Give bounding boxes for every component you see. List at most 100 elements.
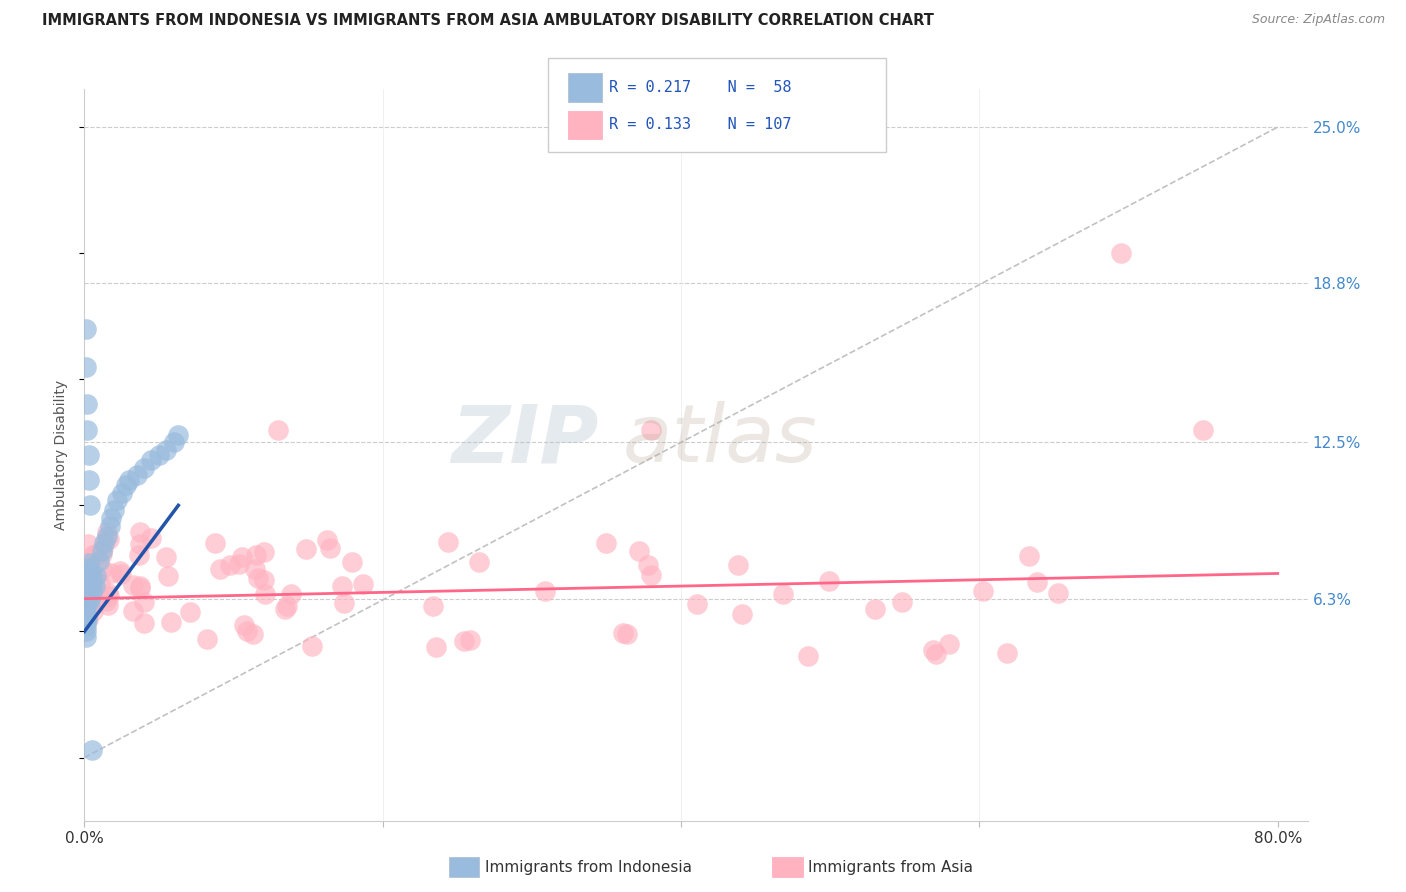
Point [89, 577, 111, 591]
Point [242, 627, 264, 641]
Point [772, 587, 794, 601]
Point [98, 589, 121, 603]
Point [76, 570, 98, 584]
Point [141, 531, 163, 545]
Point [83, 579, 105, 593]
Point [75, 615, 97, 629]
Point [76, 561, 98, 575]
Point [640, 568, 662, 582]
Point [79, 594, 101, 608]
Point [640, 423, 662, 437]
Text: atlas: atlas [623, 401, 817, 479]
Point [76, 397, 98, 411]
Point [995, 647, 1018, 661]
Text: R = 0.133    N = 107: R = 0.133 N = 107 [609, 118, 792, 132]
Point [76, 566, 98, 581]
Point [97, 586, 120, 600]
Point [79, 568, 101, 582]
Point [84, 547, 107, 561]
Point [891, 595, 914, 609]
Point [82, 549, 104, 563]
Point [75, 624, 97, 639]
Point [76, 579, 98, 593]
Point [128, 549, 150, 563]
Point [100, 511, 122, 525]
Point [627, 544, 650, 558]
Point [75, 587, 97, 601]
Point [352, 577, 374, 591]
Point [129, 525, 152, 540]
Point [595, 536, 617, 550]
Point [128, 581, 150, 595]
Point [79, 564, 101, 578]
Point [332, 596, 354, 610]
Point [115, 478, 138, 492]
Point [84, 569, 107, 583]
Point [79, 585, 101, 599]
Point [686, 597, 709, 611]
Point [167, 427, 190, 442]
Point [797, 648, 820, 663]
Point [129, 537, 152, 551]
Point [276, 599, 298, 613]
Point [76, 612, 98, 626]
Point [245, 549, 267, 563]
Point [80, 743, 103, 757]
Point [79, 599, 101, 613]
Point [1109, 246, 1132, 260]
Point [96, 524, 118, 539]
Point [82, 604, 104, 618]
Point [437, 535, 460, 549]
Point [75, 604, 97, 618]
Point [82, 548, 104, 562]
Point [231, 550, 253, 565]
Point [75, 359, 97, 374]
Point [110, 567, 132, 582]
Point [77, 448, 100, 462]
Point [132, 616, 155, 631]
Point [91, 562, 114, 576]
Point [111, 485, 134, 500]
Point [155, 442, 177, 457]
Point [1192, 423, 1215, 437]
Point [75, 576, 97, 591]
Point [77, 557, 100, 571]
Point [79, 586, 101, 600]
Point [100, 566, 122, 580]
Point [75, 630, 97, 644]
Point [422, 599, 444, 614]
Point [122, 578, 145, 592]
Point [280, 587, 302, 601]
Point [534, 583, 557, 598]
Point [315, 533, 337, 547]
Text: Immigrants from Indonesia: Immigrants from Indonesia [485, 860, 692, 874]
Point [228, 557, 250, 571]
Point [75, 591, 97, 606]
Point [425, 640, 447, 654]
Point [77, 564, 100, 578]
Point [75, 569, 97, 583]
Point [91, 541, 114, 555]
Point [96, 528, 118, 542]
Point [616, 627, 638, 641]
Point [108, 564, 131, 578]
Point [204, 536, 226, 550]
Point [254, 587, 277, 601]
Point [91, 543, 114, 558]
Text: R = 0.217    N =  58: R = 0.217 N = 58 [609, 80, 792, 95]
Point [159, 615, 181, 629]
Point [98, 533, 121, 547]
Point [267, 423, 290, 437]
Point [208, 561, 231, 575]
Point [103, 503, 125, 517]
Point [148, 448, 170, 462]
Point [155, 549, 177, 564]
Point [94, 532, 117, 546]
Point [295, 541, 318, 556]
Point [197, 632, 219, 646]
Point [75, 609, 97, 624]
Point [274, 602, 297, 616]
Point [98, 518, 121, 533]
Point [453, 634, 475, 648]
Point [77, 602, 100, 616]
